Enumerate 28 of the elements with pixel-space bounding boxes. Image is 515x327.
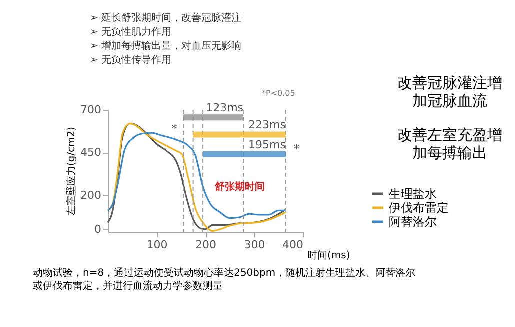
text: ➢ 无负性传导作用 <box>90 54 172 66</box>
text: ➢ 延长舒张期时间，改善冠脉灌注 <box>90 12 242 24</box>
text: ➢ 增加每搏输出量，对血压无影响 <box>90 40 242 52</box>
x-tick-label: 300 <box>244 238 266 252</box>
annotation: 舒张期时间 <box>214 181 265 193</box>
text: 动物试验，n=8，通过运动使受试动物心率达250bpm，随机注射生理盐水、阿替洛尔或伊伐布雷定，并进行血流动力学参数测量 <box>33 267 416 292</box>
y-tick-label: 0 <box>94 222 102 236</box>
x-axis-title: 时间(ms) <box>308 250 350 262</box>
x-tick-label: 400 <box>282 238 304 252</box>
legend-label: 阿替洛尔 <box>389 215 437 229</box>
legend-label: 生理盐水 <box>389 187 437 201</box>
annotation: * <box>294 142 300 156</box>
text: ➢ 无负性肌力作用 <box>90 26 172 38</box>
annotation: * <box>172 122 178 136</box>
x-tick-label: 100 <box>146 238 168 252</box>
line-series <box>107 132 287 220</box>
x-tick-label: 200 <box>196 238 216 252</box>
y-tick-label: 450 <box>80 146 102 160</box>
y-axis-title: 左室壁应力(g/cm2) <box>66 126 78 216</box>
annotation: 195ms <box>248 138 286 152</box>
annotation: 223ms <box>248 118 286 132</box>
y-tick-label: 700 <box>80 104 102 116</box>
text: 改善左室充盈增加每搏输出 <box>398 126 502 162</box>
text: *P<0.05 <box>262 89 296 98</box>
y-tick-label: 200 <box>80 188 102 202</box>
annotation: 123ms <box>206 102 244 115</box>
legend-label: 伊伐布雷定 <box>389 201 449 215</box>
text: 改善冠脉灌注增加冠脉血流 <box>398 74 502 110</box>
